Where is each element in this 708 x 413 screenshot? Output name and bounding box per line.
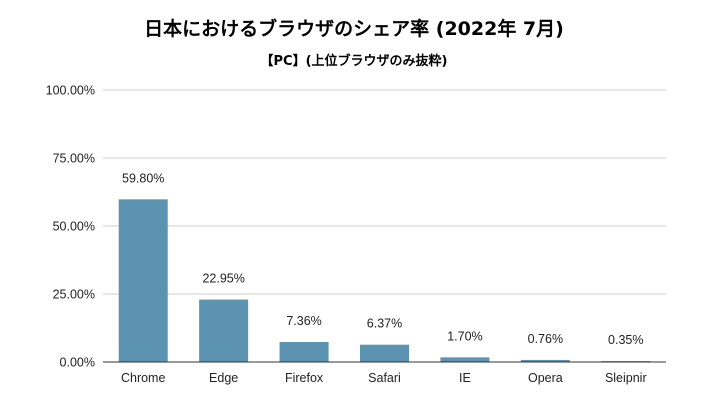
bar (440, 357, 490, 362)
x-tick-label: Firefox (285, 371, 324, 385)
y-tick-label: 75.00% (53, 152, 95, 166)
data-label: 0.76% (528, 332, 563, 346)
bar (279, 341, 329, 362)
data-label: 59.80% (122, 171, 164, 185)
data-label: 6.37% (367, 317, 402, 331)
bar (360, 344, 409, 362)
data-label: 1.70% (447, 329, 482, 343)
x-tick-label: Chrome (121, 371, 166, 385)
chart-subtitle: 【PC】(上位ブラウザのみ抜粋) (260, 54, 448, 69)
x-tick-label: Sleipnir (605, 371, 647, 385)
x-tick-label: Safari (368, 371, 401, 385)
chart-title: 日本におけるブラウザのシェア率 (2022年 7月) (144, 18, 564, 40)
y-tick-label: 25.00% (53, 288, 95, 302)
bar (118, 199, 168, 362)
data-label: 0.35% (608, 333, 643, 347)
x-tick-label: IE (459, 371, 471, 385)
y-tick-label: 50.00% (53, 220, 95, 234)
data-label: 22.95% (202, 272, 244, 286)
data-label: 7.36% (286, 314, 321, 328)
y-tick-label: 0.00% (60, 356, 95, 370)
bar (199, 299, 249, 362)
bar (520, 359, 570, 362)
y-tick-label: 100.00% (46, 84, 95, 98)
x-tick-label: Opera (528, 371, 563, 385)
x-tick-label: Edge (209, 371, 238, 385)
